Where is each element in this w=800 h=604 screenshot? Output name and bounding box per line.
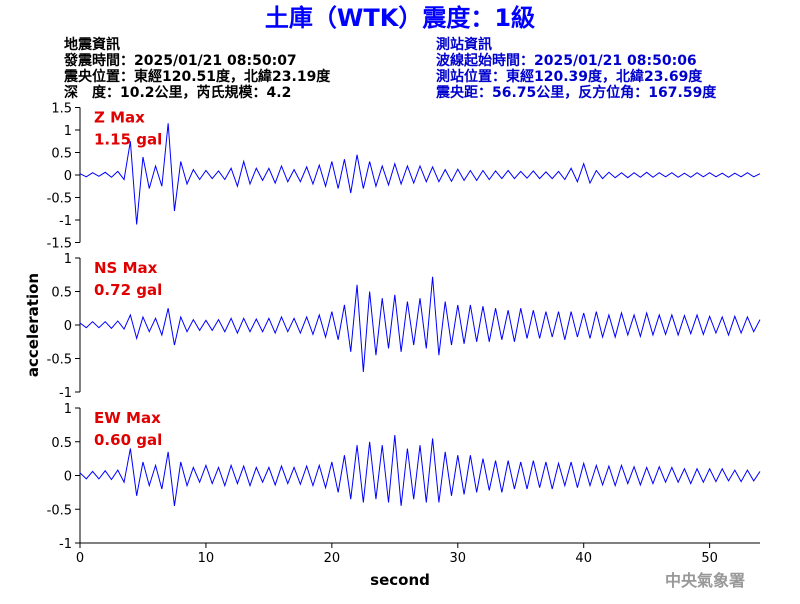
info-text: 深 度：10.2公里，芮氏規模：4.2 [64, 84, 291, 101]
station-text: 震央距：56.75公里，反方位角：167.59度 [435, 84, 717, 101]
waveform [79, 123, 761, 225]
x-tick-label: 40 [575, 551, 592, 566]
y-tick-label: -0.5 [47, 503, 72, 518]
station-text: 測站位置：東經120.39度，北緯23.69度 [436, 68, 703, 85]
y-tick-label: 0.5 [51, 286, 72, 301]
x-tick-label: 30 [450, 551, 467, 566]
info-text: 發震時間：2025/01/21 08:50:07 [63, 52, 297, 69]
y-tick-label: -1.5 [47, 237, 72, 252]
station-text: 測站資訊 [436, 36, 492, 53]
y-tick-label: 0 [64, 470, 72, 485]
y-tick-label: -1 [59, 537, 72, 552]
info-text: 地震資訊 [64, 36, 120, 53]
y-tick-label: 0.5 [51, 436, 72, 451]
waveform [79, 434, 761, 506]
watermark: 中央氣象署 [665, 571, 745, 590]
annotation: Z Max [94, 109, 145, 127]
x-tick-label: 50 [701, 551, 718, 566]
y-tick-label: -0.5 [47, 353, 72, 368]
x-tick-label: 20 [324, 551, 341, 566]
annotation: EW Max [94, 409, 161, 427]
x-tick-label: 10 [198, 551, 215, 566]
x-tick-label: 0 [76, 551, 84, 566]
y-tick-label: -1 [59, 386, 72, 401]
annotation: 1.15 gal [94, 131, 162, 149]
y-tick-label: 1.5 [51, 102, 72, 117]
y-tick-label: -0.5 [47, 192, 72, 207]
waveform [79, 276, 761, 372]
annotation: 0.72 gal [94, 281, 162, 299]
y-axis-label: acceleration [24, 273, 42, 377]
y-tick-label: 1 [64, 252, 72, 267]
y-tick-label: 1 [64, 402, 72, 417]
y-tick-label: -1 [59, 214, 72, 229]
y-tick-label: 0 [64, 169, 72, 184]
annotation: NS Max [94, 259, 158, 277]
info-text: 震央位置：東經120.51度，北緯23.19度 [63, 68, 331, 85]
annotation: 0.60 gal [94, 431, 162, 449]
title: 土庫（WTK）震度：1級 [265, 4, 535, 32]
x-axis-label: second [370, 571, 430, 589]
y-tick-label: 0 [64, 319, 72, 334]
y-tick-label: 0.5 [51, 147, 72, 162]
y-tick-label: 1 [64, 124, 72, 139]
station-text: 波線起始時間：2025/01/21 08:50:06 [436, 52, 697, 69]
